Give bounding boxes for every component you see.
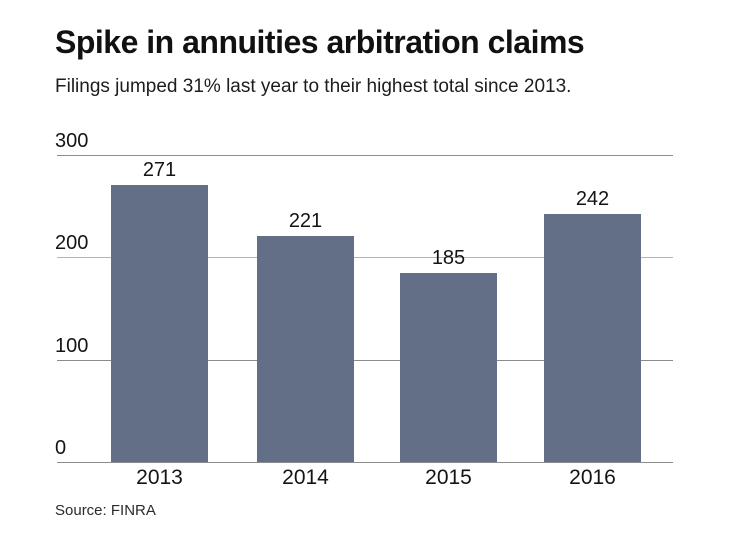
chart-source: Source: FINRA	[55, 502, 156, 519]
bar-2016	[544, 214, 641, 462]
gridline-200	[57, 257, 673, 259]
x-axis-label-2013: 2013	[136, 466, 183, 489]
bar-2015	[400, 272, 497, 462]
bar-value-label-2013: 271	[142, 158, 177, 181]
y-axis-tick-label-0: 0	[55, 437, 67, 459]
bar-2014	[257, 235, 354, 462]
gridline-300	[57, 155, 673, 156]
gridline-100	[57, 359, 673, 361]
y-axis-tick-label-300: 300	[55, 130, 89, 152]
bar-chart-plot-area: 0 100 200 300 271 2013 221 2014 185 2015 242 2016	[55, 130, 673, 489]
bar-value-label-2016: 242	[575, 188, 610, 211]
y-axis-tick-label-200: 200	[55, 232, 89, 255]
x-axis-label-2015: 2015	[425, 466, 472, 489]
x-axis-label-2014: 2014	[282, 466, 329, 489]
x-axis-label-2016: 2016	[569, 466, 616, 489]
y-axis-tick-label-100: 100	[55, 334, 89, 357]
chart-subtitle: Filings jumped 31% last year to their hi…	[55, 76, 572, 97]
chart-title: Spike in annuities arbitration claims	[55, 24, 585, 60]
gridline-0	[57, 462, 673, 463]
bar-value-label-2015: 185	[431, 246, 466, 269]
bar-value-label-2014: 221	[288, 209, 323, 232]
bar-2013	[111, 184, 208, 462]
